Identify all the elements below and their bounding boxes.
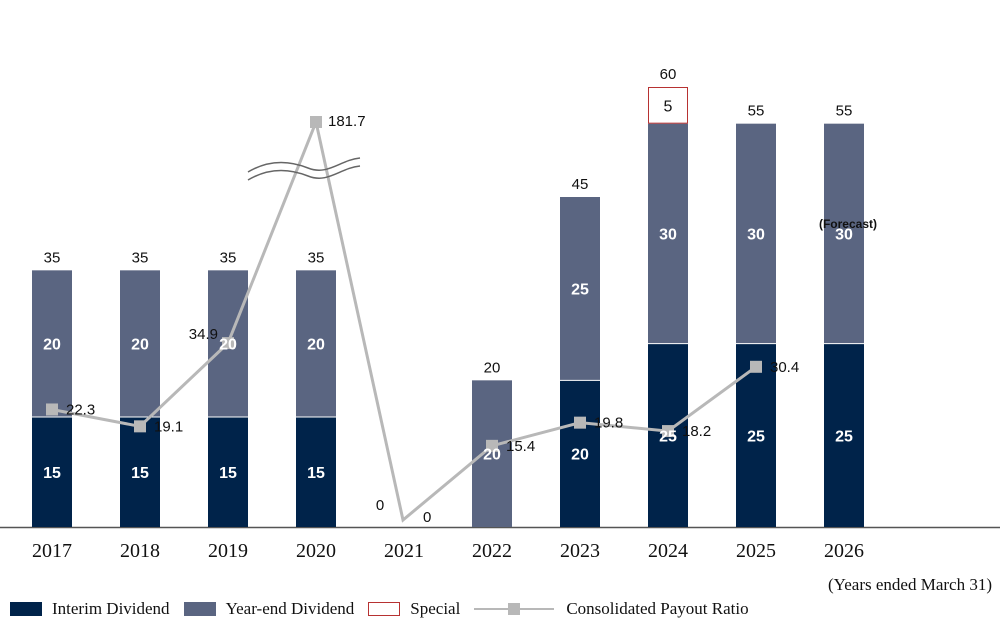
bar-label-yearend-2017: 20 [43,337,61,354]
bar-interim-2020 [296,417,336,527]
total-label-2022: 20 [484,359,501,376]
legend: Interim Dividend Year-end Dividend Speci… [10,598,763,620]
bar-yearend-2023 [560,197,600,381]
total-label-2020: 35 [308,249,325,266]
x-tick-2026: 2026 [824,540,864,562]
x-tick-2017: 2017 [32,540,72,562]
axis-break-mark-upper [247,157,361,173]
bar-interim-2019 [208,417,248,527]
x-tick-2023: 2023 [560,540,600,562]
legend-item-ratio: Consolidated Payout Ratio [474,599,749,619]
payout-ratio-line [51,116,757,523]
bar-label-interim-2025: 25 [747,428,765,445]
total-label-2026: 55 [836,103,853,120]
bar-label-yearend-2019: 20 [219,337,237,354]
x-tick-2020: 2020 [296,540,336,562]
ratio-label-2020: 181.7 [328,113,366,130]
forecast-annotation: (Forecast) [819,217,877,231]
bar-label-interim-2017: 15 [43,465,61,482]
axis-break-mark-lower [247,165,361,181]
fiscal-year-note: (Years ended March 31) [828,575,992,594]
x-tick-2018: 2018 [120,540,160,562]
ratio-label-2021: 0 [423,509,431,526]
ratio-label-2022: 15.4 [506,438,535,455]
labels-layer: 1520352017152035201815203520191520352020… [32,66,877,562]
bar-yearend-2025 [736,123,776,344]
ratio-label-2025: 30.4 [770,359,799,376]
ratio-label-2017: 22.3 [66,401,95,418]
dividend-chart: 1520352017152035201815203520191520352020… [0,66,1000,562]
x-tick-2021: 2021 [384,540,424,562]
bar-label-interim-2024: 25 [659,428,677,445]
bar-label-interim-2023: 20 [571,447,589,464]
bar-interim-2023 [560,380,600,527]
legend-label-special: Special [410,599,461,618]
legend-label-interim: Interim Dividend [52,599,170,618]
bar-label-yearend-2025: 30 [747,227,765,244]
x-tick-2024: 2024 [648,540,688,562]
ratio-label-2018: 19.1 [154,418,183,435]
total-label-2023: 45 [572,176,589,193]
legend-item-special: Special [368,599,460,619]
bar-label-yearend-2024: 30 [659,227,677,244]
bar-label-yearend-2023: 25 [571,282,589,299]
bar-label-yearend-2020: 20 [307,337,325,354]
bar-label-yearend-2026: 30 [835,227,853,244]
ratio-marker-2019 [222,337,234,350]
bar-interim-2025 [736,343,776,527]
ratio-label-2019: 34.9 [189,326,218,343]
bar-interim-2017 [32,417,72,527]
ratio-label-2024: 18.2 [682,423,711,440]
x-tick-2019: 2019 [208,540,248,562]
total-label-2025: 55 [748,103,765,120]
x-tick-2022: 2022 [472,540,512,562]
bar-interim-2018 [120,417,160,527]
payout-ratio-layer [46,116,762,523]
ratio-marker-2023 [574,416,586,429]
total-label-2018: 35 [132,249,149,266]
bar-yearend-2026 [824,123,864,344]
ratio-marker-2022 [486,439,498,452]
bar-yearend-2017 [32,270,72,417]
legend-item-yearend: Year-end Dividend [183,599,355,619]
ratio-label-2023: 19.8 [594,415,623,432]
bar-special-2024 [648,87,688,124]
bar-label-interim-2019: 15 [219,465,237,482]
bar-yearend-2020 [296,270,336,417]
bars-layer [0,87,1000,529]
total-label-2024: 60 [660,66,677,83]
legend-item-interim: Interim Dividend [10,599,170,619]
total-label-2017: 35 [44,249,61,266]
bar-label-interim-2026: 25 [835,428,853,445]
legend-swatch-special [368,602,401,616]
bar-label-special-2024: 5 [664,98,673,115]
ratio-marker-2025 [750,360,762,373]
bar-interim-2026 [824,343,864,527]
legend-swatch-yearend [183,602,216,616]
ratio-marker-2017 [46,403,58,416]
bar-yearend-2022 [472,380,512,527]
total-label-2021: 0 [376,497,384,514]
ratio-marker-2018 [134,420,146,433]
total-label-2019: 35 [220,249,237,266]
ratio-marker-2020 [310,116,322,128]
x-tick-2025: 2025 [736,540,776,562]
bar-label-interim-2018: 15 [131,465,149,482]
bar-yearend-2018 [120,270,160,417]
legend-swatch-ratio [474,602,555,616]
legend-label-yearend: Year-end Dividend [225,599,355,618]
bar-label-interim-2020: 15 [307,465,325,482]
legend-swatch-interim [10,602,42,616]
bar-yearend-2024 [648,123,688,344]
ratio-marker-2024 [662,425,674,438]
bar-label-yearend-2022: 20 [483,447,501,464]
bar-label-yearend-2018: 20 [131,337,149,354]
legend-label-ratio: Consolidated Payout Ratio [566,599,749,618]
